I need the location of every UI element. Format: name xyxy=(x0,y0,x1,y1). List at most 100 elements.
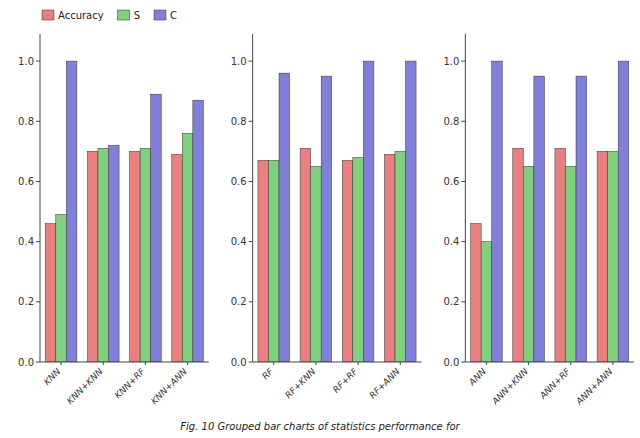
y-tick-label: 0.0 xyxy=(443,357,459,368)
x-tick xyxy=(145,362,146,365)
y-tick xyxy=(36,241,40,242)
x-tick-label: ANN+RF xyxy=(537,366,573,402)
bar xyxy=(513,148,524,362)
bar xyxy=(471,224,482,362)
bar xyxy=(193,100,204,362)
bar xyxy=(56,215,67,362)
y-tick-label: 0.2 xyxy=(443,296,459,307)
legend: AccuracySC xyxy=(42,10,177,21)
y-tick xyxy=(249,121,253,122)
x-tick xyxy=(61,362,62,365)
y-tick xyxy=(36,121,40,122)
bar xyxy=(109,145,120,362)
y-tick-label: 0.8 xyxy=(18,116,34,127)
y-axis xyxy=(252,34,253,362)
y-tick-label: 0.0 xyxy=(231,357,247,368)
y-tick-label: 0.6 xyxy=(443,176,459,187)
bar xyxy=(608,151,619,362)
bar xyxy=(597,151,608,362)
bar xyxy=(363,61,374,362)
bar xyxy=(492,61,503,362)
y-tick xyxy=(249,241,253,242)
y-tick-label: 0.4 xyxy=(18,236,34,247)
y-tick-label: 0.4 xyxy=(231,236,247,247)
y-tick xyxy=(249,181,253,182)
x-tick xyxy=(486,362,487,365)
bar xyxy=(534,76,545,362)
legend-swatch xyxy=(118,10,130,20)
panel: 0.0 0.2 0.4 0.6 0.8 1.0 ANNANN+KNNANN+RFANN+AN… xyxy=(443,34,634,407)
x-tick-label: KNN+RF xyxy=(113,366,148,401)
caption: Fig. 10 Grouped bar charts of statistics… xyxy=(180,421,460,432)
bar xyxy=(406,61,417,362)
panel: 0.00.20.40.60.81.0KNNKNN+KNNKNN+RFKNN+AN… xyxy=(18,10,209,406)
y-tick xyxy=(36,362,40,363)
y-tick xyxy=(461,181,465,182)
x-tick-label: ANN+KNN xyxy=(489,366,530,407)
y-tick-label: 0.4 xyxy=(443,236,459,247)
x-tick xyxy=(400,362,401,365)
bar xyxy=(98,148,109,362)
y-axis xyxy=(465,34,466,362)
y-tick xyxy=(461,301,465,302)
bar xyxy=(576,76,587,362)
bars xyxy=(471,61,629,362)
bar xyxy=(268,160,279,362)
legend-swatch xyxy=(154,10,166,20)
panel: 0.00.20.40.60.81.0RFRF+KNNRF+RFRF+ANN xyxy=(231,34,422,401)
y-tick xyxy=(249,61,253,62)
x-axis xyxy=(465,362,634,363)
x-axis xyxy=(253,362,422,363)
y-tick-label: 0.6 xyxy=(18,176,34,187)
x-tick-label: KNN xyxy=(42,366,63,387)
bar xyxy=(258,160,269,362)
x-axis xyxy=(40,362,209,363)
bar xyxy=(353,157,364,362)
x-tick-label: RF xyxy=(260,366,276,382)
y-tick xyxy=(36,181,40,182)
x-tick-label: KNN+KNN xyxy=(65,366,105,406)
y-tick xyxy=(36,301,40,302)
bars xyxy=(45,61,203,362)
x-tick xyxy=(187,362,188,365)
x-tick xyxy=(273,362,274,365)
bar xyxy=(555,148,566,362)
y-tick xyxy=(36,61,40,62)
x-tick xyxy=(528,362,529,365)
bar xyxy=(523,166,534,362)
x-tick-label: KNN+ANN xyxy=(149,366,189,406)
y-tick-label: 0.2 xyxy=(18,296,34,307)
legend-swatch xyxy=(42,10,54,20)
bar xyxy=(182,133,193,362)
bar xyxy=(481,242,492,362)
bars xyxy=(258,61,416,362)
bar xyxy=(279,73,290,362)
bar xyxy=(311,166,322,362)
y-tick-label: 1.0 xyxy=(443,56,459,67)
y-tick xyxy=(249,301,253,302)
y-tick-label: 0.8 xyxy=(443,116,459,127)
x-tick-label: RF+KNN xyxy=(283,366,317,400)
bar xyxy=(384,154,395,362)
x-tick-label: RF+RF xyxy=(331,366,360,395)
bar xyxy=(618,61,629,362)
x-tick-label: ANN xyxy=(466,366,488,388)
x-tick-label: RF+ANN xyxy=(367,366,402,401)
bar xyxy=(130,151,141,362)
bar xyxy=(321,76,332,362)
x-tick-label: ANN+ANN xyxy=(573,366,614,407)
y-tick xyxy=(461,362,465,363)
bar xyxy=(172,154,183,362)
x-tick xyxy=(103,362,104,365)
y-tick xyxy=(461,241,465,242)
bar xyxy=(565,166,576,362)
y-tick xyxy=(461,61,465,62)
x-tick xyxy=(570,362,571,365)
bar xyxy=(87,151,98,362)
x-tick xyxy=(315,362,316,365)
bar xyxy=(342,160,353,362)
y-tick xyxy=(461,121,465,122)
bar xyxy=(300,148,311,362)
bar xyxy=(66,61,77,362)
legend-label: C xyxy=(170,10,177,21)
